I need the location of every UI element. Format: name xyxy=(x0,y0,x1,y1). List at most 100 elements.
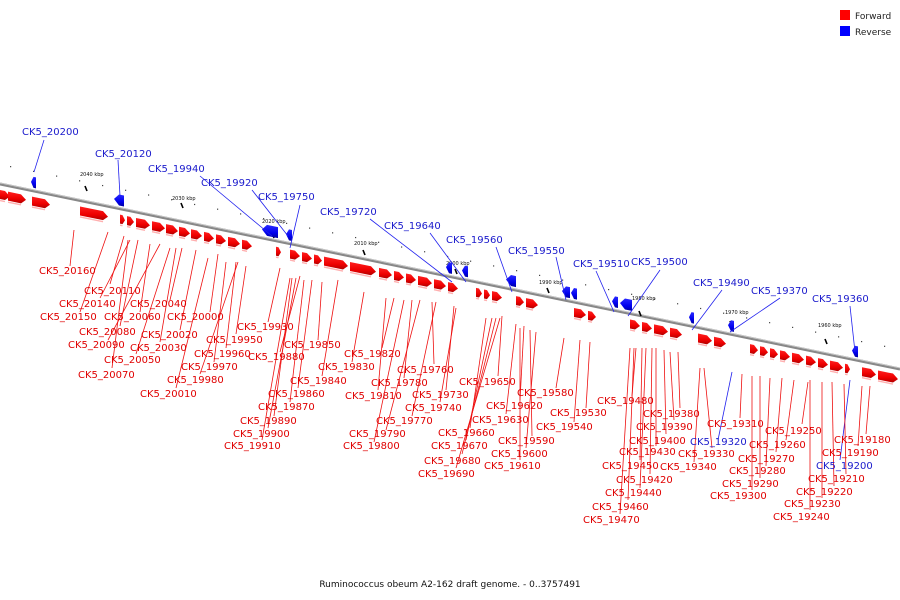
gene-label-fwd[interactable]: CK5_19400 xyxy=(629,436,686,447)
forward-gene-block[interactable] xyxy=(714,336,726,348)
gene-label-fwd[interactable]: CK5_20080 xyxy=(79,327,136,338)
forward-gene-block[interactable] xyxy=(228,236,240,248)
gene-label-fwd[interactable]: CK5_19650 xyxy=(459,377,516,388)
reverse-gene-block[interactable] xyxy=(728,320,734,332)
forward-gene-block[interactable] xyxy=(179,226,190,238)
gene-label-rev[interactable]: CK5_19510 xyxy=(573,259,630,270)
gene-label-fwd[interactable]: CK5_19240 xyxy=(773,512,830,523)
gene-label-fwd[interactable]: CK5_19450 xyxy=(602,461,659,472)
gene-label-fwd[interactable]: CK5_19330 xyxy=(678,449,735,460)
gene-label-fwd[interactable]: CK5_19310 xyxy=(707,419,764,430)
gene-label-fwd[interactable]: CK5_19790 xyxy=(349,429,406,440)
forward-gene-block[interactable] xyxy=(770,348,778,359)
forward-gene-block[interactable] xyxy=(80,206,108,221)
forward-gene-block[interactable] xyxy=(204,231,214,242)
gene-label-fwd[interactable]: CK5_19870 xyxy=(258,402,315,413)
gene-label-fwd[interactable]: CK5_19430 xyxy=(619,447,676,458)
forward-gene-block[interactable] xyxy=(394,270,404,282)
gene-label-fwd[interactable]: CK5_19860 xyxy=(268,389,325,400)
gene-label-rev[interactable]: CK5_19500 xyxy=(631,257,688,268)
reverse-gene-block[interactable] xyxy=(506,275,516,288)
gene-label-rev[interactable]: CK5_19920 xyxy=(201,178,258,189)
gene-label-fwd[interactable]: CK5_19900 xyxy=(233,429,290,440)
gene-label-fwd[interactable]: CK5_19250 xyxy=(765,426,822,437)
forward-gene-block[interactable] xyxy=(642,321,652,332)
gene-label-fwd[interactable]: CK5_19290 xyxy=(722,479,779,490)
forward-gene-block[interactable] xyxy=(8,191,26,204)
gene-label-fwd[interactable]: CK5_19930 xyxy=(237,322,294,333)
gene-label-fwd[interactable]: CK5_19420 xyxy=(616,475,673,486)
gene-label-fwd[interactable]: CK5_19190 xyxy=(822,448,879,459)
forward-gene-block[interactable] xyxy=(324,256,348,270)
reverse-gene-block[interactable] xyxy=(462,265,468,278)
forward-gene-block[interactable] xyxy=(588,310,596,321)
gene-label-rev[interactable]: CK5_20200 xyxy=(22,127,79,138)
forward-gene-block[interactable] xyxy=(630,319,640,330)
gene-label-fwd[interactable]: CK5_19390 xyxy=(636,422,693,433)
gene-label-rev[interactable]: CK5_19560 xyxy=(446,235,503,246)
forward-gene-block[interactable] xyxy=(314,254,322,265)
gene-label-fwd[interactable]: CK5_20150 xyxy=(40,312,97,323)
gene-label-fwd[interactable]: CK5_20020 xyxy=(141,330,198,341)
forward-gene-block[interactable] xyxy=(878,370,898,383)
gene-label-fwd[interactable]: CK5_19670 xyxy=(431,441,488,452)
reverse-gene-block[interactable] xyxy=(689,312,694,324)
gene-label-fwd[interactable]: CK5_19980 xyxy=(167,375,224,386)
forward-gene-block[interactable] xyxy=(0,190,10,201)
gene-label-fwd[interactable]: CK5_19210 xyxy=(808,474,865,485)
gene-label-fwd[interactable]: CK5_19600 xyxy=(491,449,548,460)
gene-label-rev[interactable]: CK5_19550 xyxy=(508,246,565,257)
forward-gene-block[interactable] xyxy=(792,352,804,364)
gene-label-fwd[interactable]: CK5_20160 xyxy=(39,266,96,277)
forward-gene-block[interactable] xyxy=(136,217,150,229)
gene-label-fwd[interactable]: CK5_19530 xyxy=(550,408,607,419)
forward-gene-block[interactable] xyxy=(780,350,790,361)
gene-label-rev[interactable]: CK5_19320 xyxy=(690,437,747,448)
gene-label-fwd[interactable]: CK5_19880 xyxy=(248,352,305,363)
forward-gene-block[interactable] xyxy=(526,298,538,309)
forward-gene-block[interactable] xyxy=(670,327,682,339)
gene-label-fwd[interactable]: CK5_19730 xyxy=(412,390,469,401)
forward-gene-block[interactable] xyxy=(166,224,178,235)
gene-label-fwd[interactable]: CK5_19890 xyxy=(240,416,297,427)
forward-gene-block[interactable] xyxy=(302,252,312,263)
gene-label-fwd[interactable]: CK5_19460 xyxy=(592,502,649,513)
gene-label-fwd[interactable]: CK5_19820 xyxy=(344,349,401,360)
gene-label-fwd[interactable]: CK5_19280 xyxy=(729,466,786,477)
gene-label-fwd[interactable]: CK5_20010 xyxy=(140,389,197,400)
forward-gene-block[interactable] xyxy=(760,346,768,357)
gene-label-fwd[interactable]: CK5_19830 xyxy=(318,362,375,373)
gene-label-fwd[interactable]: CK5_19220 xyxy=(796,487,853,498)
gene-label-fwd[interactable]: CK5_20000 xyxy=(167,312,224,323)
forward-gene-block[interactable] xyxy=(492,291,502,302)
gene-label-fwd[interactable]: CK5_19950 xyxy=(206,335,263,346)
forward-gene-block[interactable] xyxy=(216,234,226,245)
gene-label-fwd[interactable]: CK5_19810 xyxy=(345,391,402,402)
forward-gene-block[interactable] xyxy=(806,355,816,366)
forward-gene-block[interactable] xyxy=(406,273,416,284)
gene-label-fwd[interactable]: CK5_19780 xyxy=(371,378,428,389)
gene-label-fwd[interactable]: CK5_20140 xyxy=(59,299,116,310)
gene-label-fwd[interactable]: CK5_19910 xyxy=(224,441,281,452)
gene-label-fwd[interactable]: CK5_19340 xyxy=(660,462,717,473)
forward-gene-block[interactable] xyxy=(698,333,712,345)
gene-label-fwd[interactable]: CK5_19230 xyxy=(784,499,841,510)
forward-gene-block[interactable] xyxy=(862,367,876,379)
reverse-gene-block[interactable] xyxy=(114,194,124,207)
forward-gene-block[interactable] xyxy=(379,267,392,279)
gene-label-fwd[interactable]: CK5_20050 xyxy=(104,355,161,366)
forward-gene-block[interactable] xyxy=(127,216,134,226)
forward-gene-block[interactable] xyxy=(152,221,165,232)
forward-gene-block[interactable] xyxy=(418,275,432,287)
reverse-gene-block[interactable] xyxy=(446,262,452,274)
gene-label-fwd[interactable]: CK5_19690 xyxy=(418,469,475,480)
gene-label-rev[interactable]: CK5_20120 xyxy=(95,149,152,160)
gene-label-fwd[interactable]: CK5_19680 xyxy=(424,456,481,467)
gene-label-rev[interactable]: CK5_19640 xyxy=(384,221,441,232)
gene-label-fwd[interactable]: CK5_20110 xyxy=(84,286,141,297)
gene-label-fwd[interactable]: CK5_19620 xyxy=(486,401,543,412)
forward-gene-block[interactable] xyxy=(350,261,376,276)
gene-label-fwd[interactable]: CK5_20090 xyxy=(68,340,125,351)
gene-label-fwd[interactable]: CK5_19660 xyxy=(438,428,495,439)
forward-gene-block[interactable] xyxy=(476,287,482,298)
